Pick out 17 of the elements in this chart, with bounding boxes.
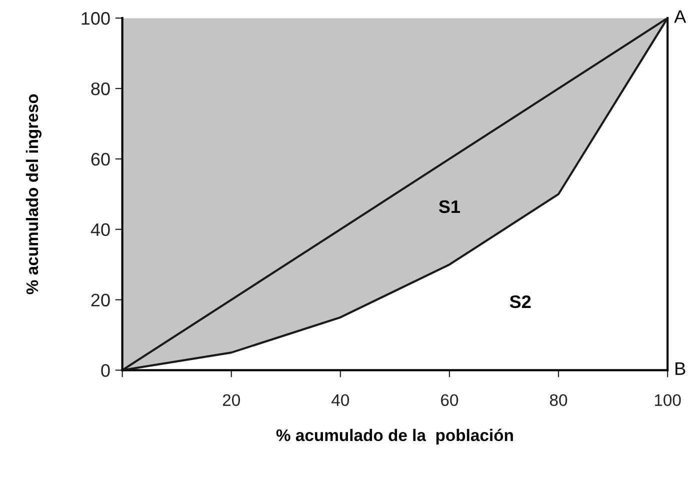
y-tick-label: 80 — [91, 82, 110, 96]
text: B — [676, 362, 686, 375]
annotation: S2 — [510, 295, 531, 308]
x-tick-label: 100 — [654, 394, 681, 406]
y-tick-label: 60 — [91, 152, 110, 166]
y-tick-label: 100 — [82, 12, 110, 25]
x-axis-title: % acumulado de la población — [276, 428, 513, 444]
y-tick-label: 20 — [91, 294, 110, 306]
y-axis-title: % acumulado del ingreso — [26, 94, 42, 294]
y-tick-label: 0 — [101, 364, 110, 377]
text: A — [674, 10, 686, 23]
y-tick-label: 40 — [90, 223, 110, 236]
x-tick-label: 60 — [441, 394, 458, 406]
x-tick-label: 20 — [222, 394, 240, 406]
x-tick-label: 80 — [550, 394, 568, 406]
annotation: S1 — [438, 200, 460, 214]
x-tick-label: 40 — [332, 394, 350, 406]
